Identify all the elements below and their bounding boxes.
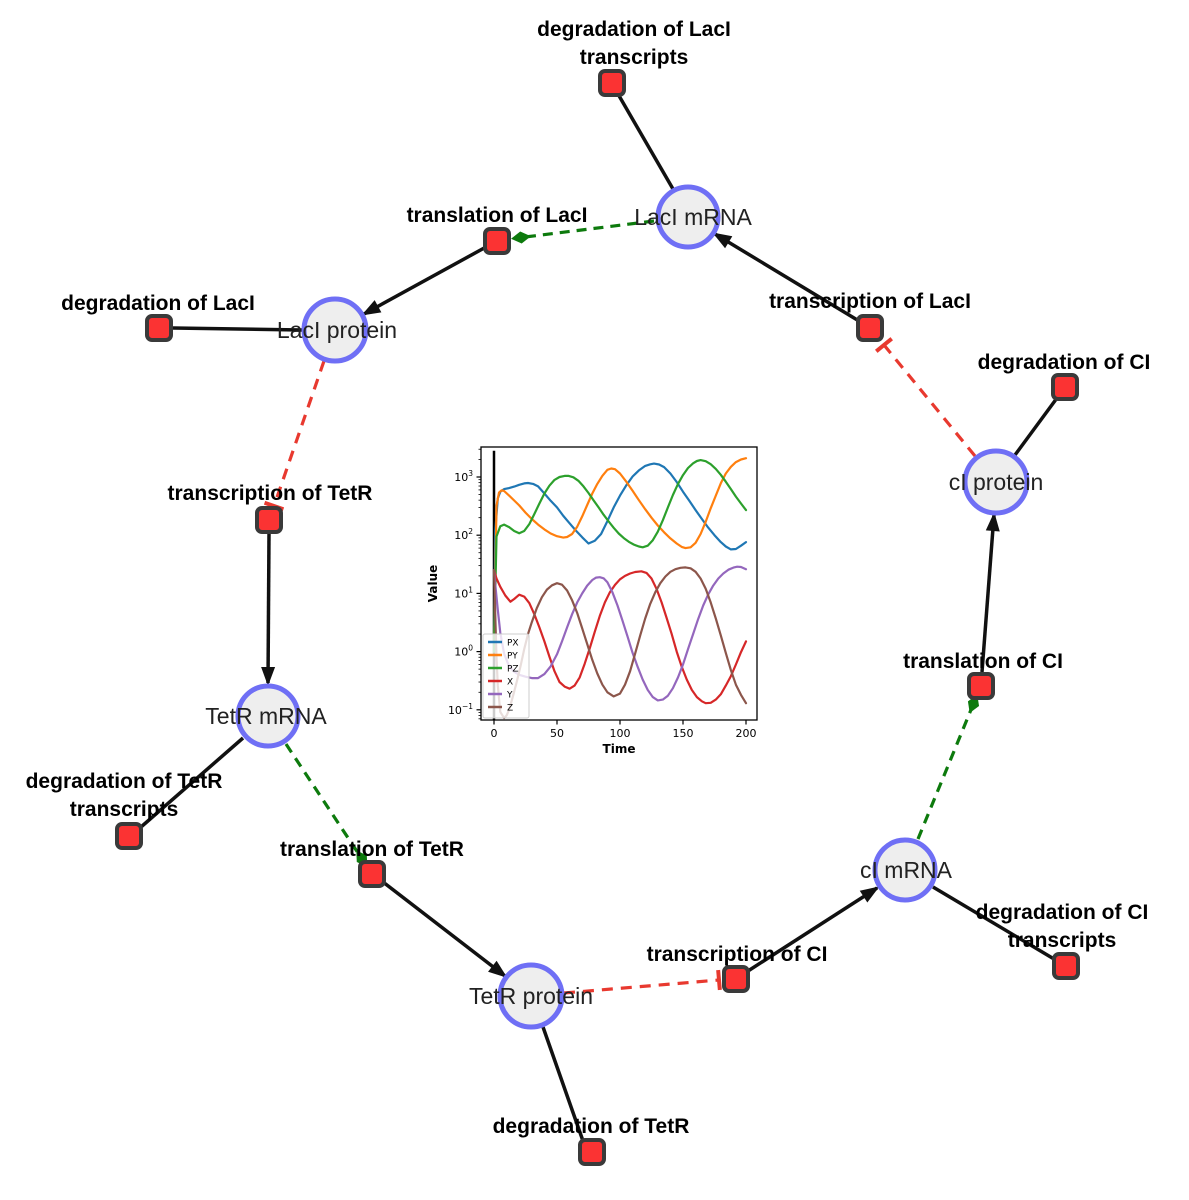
reaction-degradation-ci-transcripts[interactable] <box>1052 952 1080 980</box>
reaction-degradation-tetr-transcripts-label: degradation of TetR <box>26 770 223 793</box>
series-PX <box>492 462 748 653</box>
series-Y <box>492 565 748 702</box>
species-ci-mrna-label: cI mRNA <box>860 857 953 883</box>
species-ci-protein-label: cI protein <box>949 469 1044 495</box>
legend-box <box>482 633 530 719</box>
reaction-degradation-ci-transcripts-label: degradation of CI <box>976 901 1149 924</box>
edge-translation-laci-to-laci-protein-arrowhead-icon <box>361 300 382 316</box>
edge-tetr-mrna-degradation <box>139 736 245 829</box>
edge-ci-mrna-degradation <box>932 885 1055 961</box>
edge-translation-tetr-to-tetr-protein-arrowhead-icon <box>488 960 508 978</box>
reaction-transcription-ci-label: transcription of CI <box>647 943 828 966</box>
plot-axes-box <box>480 446 758 721</box>
series-PZ <box>492 459 748 653</box>
x-tick-label: 50 <box>550 727 564 740</box>
legend-entry-PY: PY <box>507 652 518 662</box>
reaction-degradation-ci[interactable] <box>1051 373 1079 401</box>
reaction-degradation-laci-transcripts-label: degradation of LacI <box>537 18 731 41</box>
species-tetr-protein-label: TetR protein <box>469 983 593 1009</box>
y-tick-label: 102 <box>454 527 473 542</box>
edge-translation-laci-to-laci-protein <box>361 245 487 316</box>
plot-curves <box>492 450 748 720</box>
simulation-plot-inset: 0 50 100 150 20010310210110010−1TimeValuePXP… <box>425 437 773 763</box>
edge-transcription-tetr-to-tetr-mrna-arrowhead-icon <box>261 666 276 686</box>
reaction-degradation-tetr[interactable] <box>578 1138 606 1166</box>
x-tick-label: 100 <box>610 727 631 740</box>
reaction-degradation-ci-transcripts-label: transcripts <box>1008 929 1117 952</box>
species-tetr-mrna[interactable] <box>235 683 301 749</box>
series-X <box>492 569 748 705</box>
edges-layer <box>139 93 1059 1142</box>
reaction-transcription-laci-label: transcription of LacI <box>769 290 971 313</box>
edge-translation-tetr-to-tetr-protein <box>381 880 508 978</box>
legend-entry-X: X <box>507 678 513 688</box>
species-ci-protein[interactable] <box>962 448 1030 516</box>
edge-ci-mrna-activates-translation <box>916 694 980 840</box>
species-laci-protein-label: LacI protein <box>277 317 397 343</box>
reaction-translation-tetr[interactable] <box>358 860 386 888</box>
edge-laci-mrna-degradation <box>616 93 675 190</box>
edge-laci-mrna-activates-translation-diamond-head-icon <box>511 231 531 244</box>
reaction-translation-tetr-label: translation of TetR <box>280 838 464 861</box>
edge-translation-ci-to-ci-protein <box>980 512 1000 673</box>
reaction-transcription-ci[interactable] <box>722 965 750 993</box>
species-laci-mrna-label: LacI mRNA <box>634 204 752 230</box>
edge-laci-mrna-activates-translation <box>511 219 655 244</box>
y-tick-label: 101 <box>454 585 473 600</box>
labels-layer: degradation of LacI transcripts translatio… <box>26 18 1151 1138</box>
reaction-degradation-tetr-label: degradation of TetR <box>493 1115 690 1138</box>
reaction-degradation-tetr-transcripts[interactable] <box>115 822 143 850</box>
reaction-translation-ci[interactable] <box>967 672 995 700</box>
edge-ci-protein-represses-laci-tee-head-icon <box>874 337 894 353</box>
reaction-transcription-laci[interactable] <box>856 314 884 342</box>
reaction-degradation-laci-label: degradation of LacI <box>61 292 255 315</box>
species-tetr-mrna-label: TetR mRNA <box>205 703 327 729</box>
series-PY <box>492 457 748 653</box>
legend-entry-PZ: PZ <box>507 665 519 675</box>
edge-transcription-tetr-to-tetr-mrna <box>261 533 276 686</box>
reaction-degradation-laci-transcripts-label: transcripts <box>580 46 689 69</box>
nodes-layer <box>115 69 1080 1166</box>
species-laci-mrna[interactable] <box>655 184 721 250</box>
species-tetr-protein[interactable] <box>497 962 565 1030</box>
reaction-translation-laci[interactable] <box>483 227 511 255</box>
reaction-translation-laci-label: translation of LacI <box>407 204 588 227</box>
edge-tetr-protein-represses-ci-tee-head-icon <box>716 969 722 991</box>
x-axis-label: Time <box>603 742 636 756</box>
x-tick-label: 0 <box>491 727 498 740</box>
legend-entry-Y: Y <box>506 691 513 701</box>
edge-tetr-protein-represses-ci <box>563 969 722 995</box>
edge-transcription-laci-to-laci-mrna-arrowhead-icon <box>712 232 733 249</box>
edge-laci-protein-degradation <box>172 326 303 332</box>
species-laci-protein[interactable] <box>301 296 369 364</box>
edge-transcription-ci-to-ci-mrna-arrowhead-icon <box>859 886 880 903</box>
reaction-transcription-tetr[interactable] <box>255 506 283 534</box>
edge-transcription-ci-to-ci-mrna <box>747 886 880 973</box>
y-tick-label: 103 <box>454 469 473 484</box>
x-tick-label: 200 <box>736 727 757 740</box>
reaction-degradation-laci-transcripts[interactable] <box>598 69 626 97</box>
edge-transcription-laci-to-laci-mrna <box>712 232 860 323</box>
y-tick-label: 100 <box>454 644 473 659</box>
reaction-translation-ci-label: translation of CI <box>903 650 1063 673</box>
edge-translation-ci-to-ci-protein-arrowhead-icon <box>985 512 1000 532</box>
legend-entry-Z: Z <box>507 704 513 714</box>
legend-entry-PX: PX <box>507 639 519 649</box>
reaction-degradation-ci-label: degradation of CI <box>978 351 1151 374</box>
reaction-transcription-tetr-label: transcription of TetR <box>168 482 373 505</box>
edge-ci-protein-represses-laci <box>874 337 977 458</box>
edge-tetr-protein-degradation <box>541 1026 585 1142</box>
plot-legend: PX PY PZ XYZ <box>482 633 530 719</box>
x-tick-label: 150 <box>673 727 694 740</box>
y-tick-label: 10−1 <box>448 702 473 717</box>
reaction-degradation-laci[interactable] <box>145 314 173 342</box>
reaction-degradation-tetr-transcripts-label: transcripts <box>70 798 179 821</box>
y-axis-label: Value <box>426 565 440 603</box>
edge-ci-protein-degradation <box>1013 396 1059 457</box>
species-ci-mrna[interactable] <box>872 837 938 903</box>
